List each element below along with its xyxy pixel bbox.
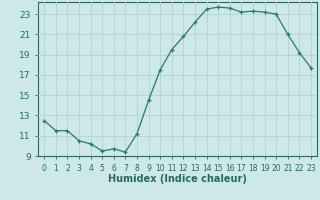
X-axis label: Humidex (Indice chaleur): Humidex (Indice chaleur): [108, 174, 247, 184]
